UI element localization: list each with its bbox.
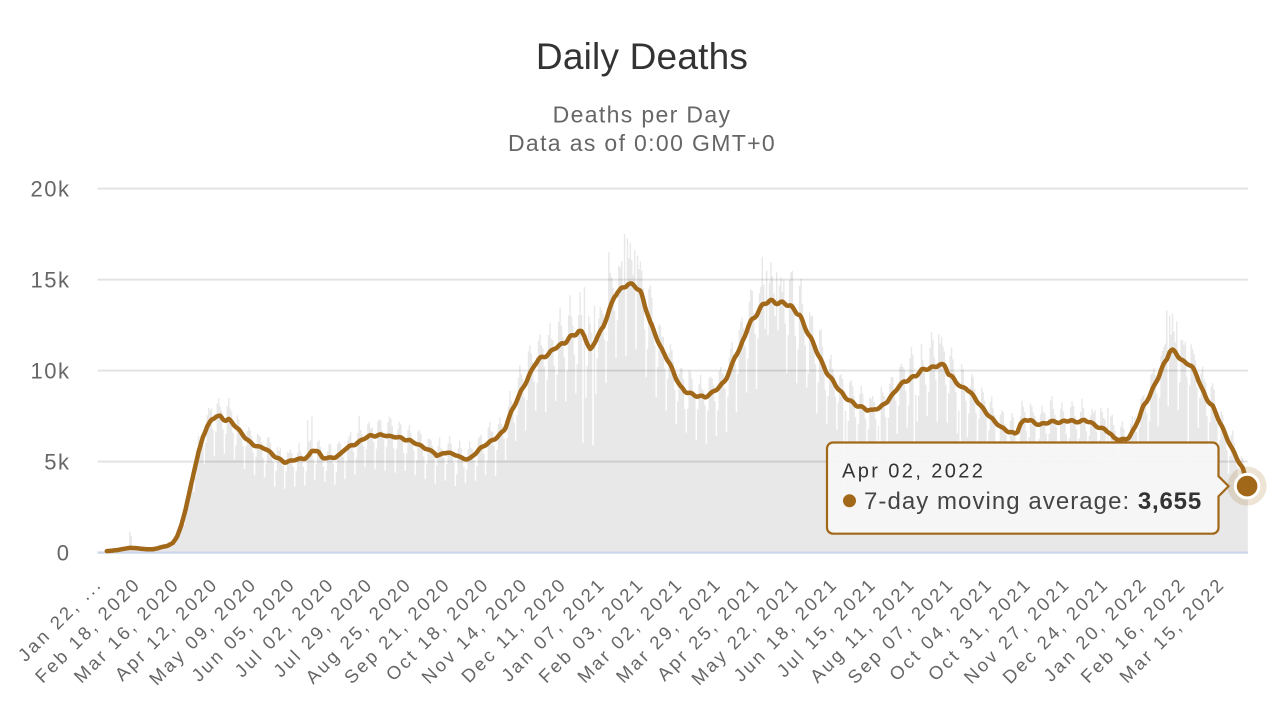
svg-text:Deaths per Day: Deaths per Day [553,102,732,128]
svg-text:0: 0 [57,541,71,566]
svg-text:Daily Deaths: Daily Deaths [536,36,748,77]
svg-text:Apr 02, 2022: Apr 02, 2022 [842,461,985,483]
svg-text:10k: 10k [31,359,71,384]
svg-text:7-day moving average: 3,655: 7-day moving average: 3,655 [864,488,1202,515]
svg-text:Data as of 0:00 GMT+0: Data as of 0:00 GMT+0 [508,130,776,156]
svg-text:20k: 20k [31,177,71,202]
svg-text:5k: 5k [44,450,70,475]
svg-text:15k: 15k [31,268,71,293]
